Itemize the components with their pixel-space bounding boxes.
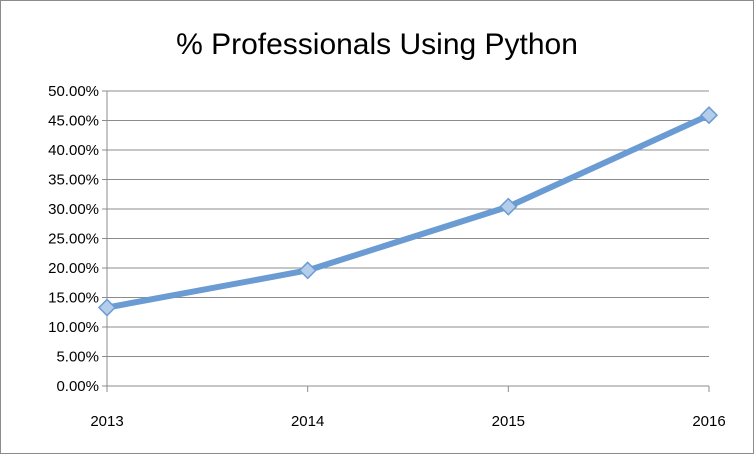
y-tick-label: 25.00%: [48, 231, 99, 248]
y-tick-label: 10.00%: [48, 319, 99, 336]
y-tick-label: 45.00%: [48, 113, 99, 130]
series-line: [104, 112, 712, 311]
y-tick-label: 15.00%: [48, 290, 99, 307]
x-tick-label: 2016: [692, 413, 725, 430]
data-point-marker: [97, 298, 117, 317]
y-tick-label: 40.00%: [48, 142, 99, 159]
y-tick-label: 50.00%: [48, 83, 99, 100]
y-tick-label: 0.00%: [56, 378, 99, 395]
y-tick-label: 30.00%: [48, 201, 99, 218]
x-tick-label: 2013: [90, 413, 123, 430]
x-tick-labels: 2013 2014 2015 2016: [90, 413, 725, 430]
chart-title: % Professionals Using Python: [176, 28, 578, 61]
y-tick-label: 5.00%: [56, 349, 99, 366]
series-line-0: [104, 112, 712, 311]
gridlines: [107, 90, 709, 357]
x-tick-label: 2014: [291, 413, 324, 430]
data-point-marker: [699, 106, 719, 125]
data-point-marker: [499, 197, 518, 216]
data-point-marker: [298, 261, 317, 280]
axes: [102, 90, 710, 392]
series-markers: [97, 106, 719, 317]
y-tick-label: 35.00%: [48, 172, 99, 189]
y-tick-labels: 0.00% 5.00% 10.00% 15.00% 20.00% 25.00% 30.00%…: [48, 83, 99, 395]
y-tick-label: 20.00%: [48, 260, 99, 277]
x-tick-label: 2015: [492, 413, 525, 430]
